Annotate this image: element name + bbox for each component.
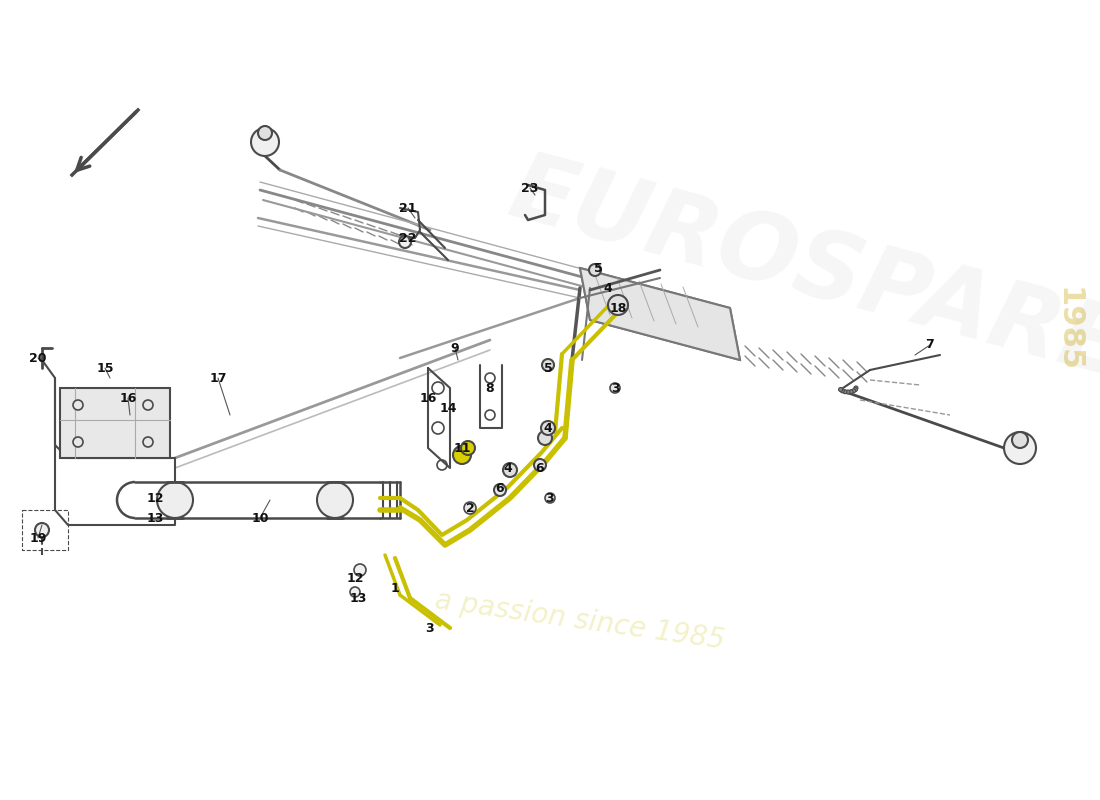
Circle shape — [157, 482, 192, 518]
Circle shape — [73, 437, 82, 447]
Text: 11: 11 — [453, 442, 471, 454]
Circle shape — [840, 389, 845, 393]
Polygon shape — [580, 268, 740, 360]
Text: 7: 7 — [925, 338, 934, 351]
Text: 4: 4 — [604, 282, 613, 294]
Text: 18: 18 — [609, 302, 627, 314]
Text: 23: 23 — [521, 182, 539, 194]
Text: 15: 15 — [97, 362, 113, 374]
Circle shape — [350, 587, 360, 597]
Circle shape — [258, 126, 272, 140]
Text: 12: 12 — [346, 571, 364, 585]
Circle shape — [544, 493, 556, 503]
Text: 19: 19 — [30, 531, 46, 545]
Text: 21: 21 — [399, 202, 417, 214]
Text: 6: 6 — [536, 462, 544, 474]
Circle shape — [846, 390, 850, 394]
Circle shape — [251, 128, 279, 156]
Circle shape — [35, 523, 50, 537]
Circle shape — [464, 502, 476, 514]
Text: 3: 3 — [426, 622, 434, 634]
Circle shape — [843, 390, 847, 394]
Text: 1: 1 — [390, 582, 399, 594]
Circle shape — [503, 463, 517, 477]
Text: 22: 22 — [399, 231, 417, 245]
Circle shape — [610, 383, 620, 393]
Text: 2: 2 — [465, 502, 474, 514]
Circle shape — [851, 389, 856, 393]
Text: 4: 4 — [543, 422, 552, 434]
Circle shape — [534, 459, 546, 471]
Circle shape — [588, 264, 601, 276]
Text: 6: 6 — [496, 482, 504, 494]
Text: 1985: 1985 — [1054, 287, 1082, 373]
Text: 20: 20 — [30, 351, 46, 365]
Bar — [60, 388, 170, 458]
Text: 14: 14 — [439, 402, 456, 414]
Text: 13: 13 — [350, 591, 366, 605]
Circle shape — [399, 236, 411, 248]
Circle shape — [542, 359, 554, 371]
Text: 4: 4 — [504, 462, 513, 474]
Text: EUROSPARES: EUROSPARES — [499, 145, 1100, 415]
Circle shape — [854, 386, 858, 390]
Circle shape — [461, 441, 475, 455]
Text: 16: 16 — [119, 391, 136, 405]
Text: 9: 9 — [451, 342, 460, 354]
Circle shape — [854, 387, 857, 391]
Text: 13: 13 — [146, 511, 164, 525]
Text: 10: 10 — [251, 511, 268, 525]
Circle shape — [538, 431, 552, 445]
Text: 3: 3 — [610, 382, 619, 394]
Circle shape — [1012, 432, 1028, 448]
Circle shape — [143, 400, 153, 410]
Circle shape — [453, 446, 471, 464]
Text: a passion since 1985: a passion since 1985 — [433, 586, 727, 654]
Circle shape — [494, 484, 506, 496]
Text: 16: 16 — [419, 391, 437, 405]
Text: 17: 17 — [209, 371, 227, 385]
Text: 12: 12 — [146, 491, 164, 505]
Circle shape — [608, 295, 628, 315]
Circle shape — [849, 390, 854, 394]
Circle shape — [317, 482, 353, 518]
Circle shape — [143, 437, 153, 447]
Circle shape — [1004, 432, 1036, 464]
Circle shape — [838, 387, 843, 391]
Circle shape — [73, 400, 82, 410]
Circle shape — [354, 564, 366, 576]
Text: 5: 5 — [594, 262, 603, 274]
Circle shape — [541, 421, 556, 435]
Text: 3: 3 — [546, 491, 554, 505]
Text: 8: 8 — [486, 382, 494, 394]
Text: 5: 5 — [543, 362, 552, 374]
